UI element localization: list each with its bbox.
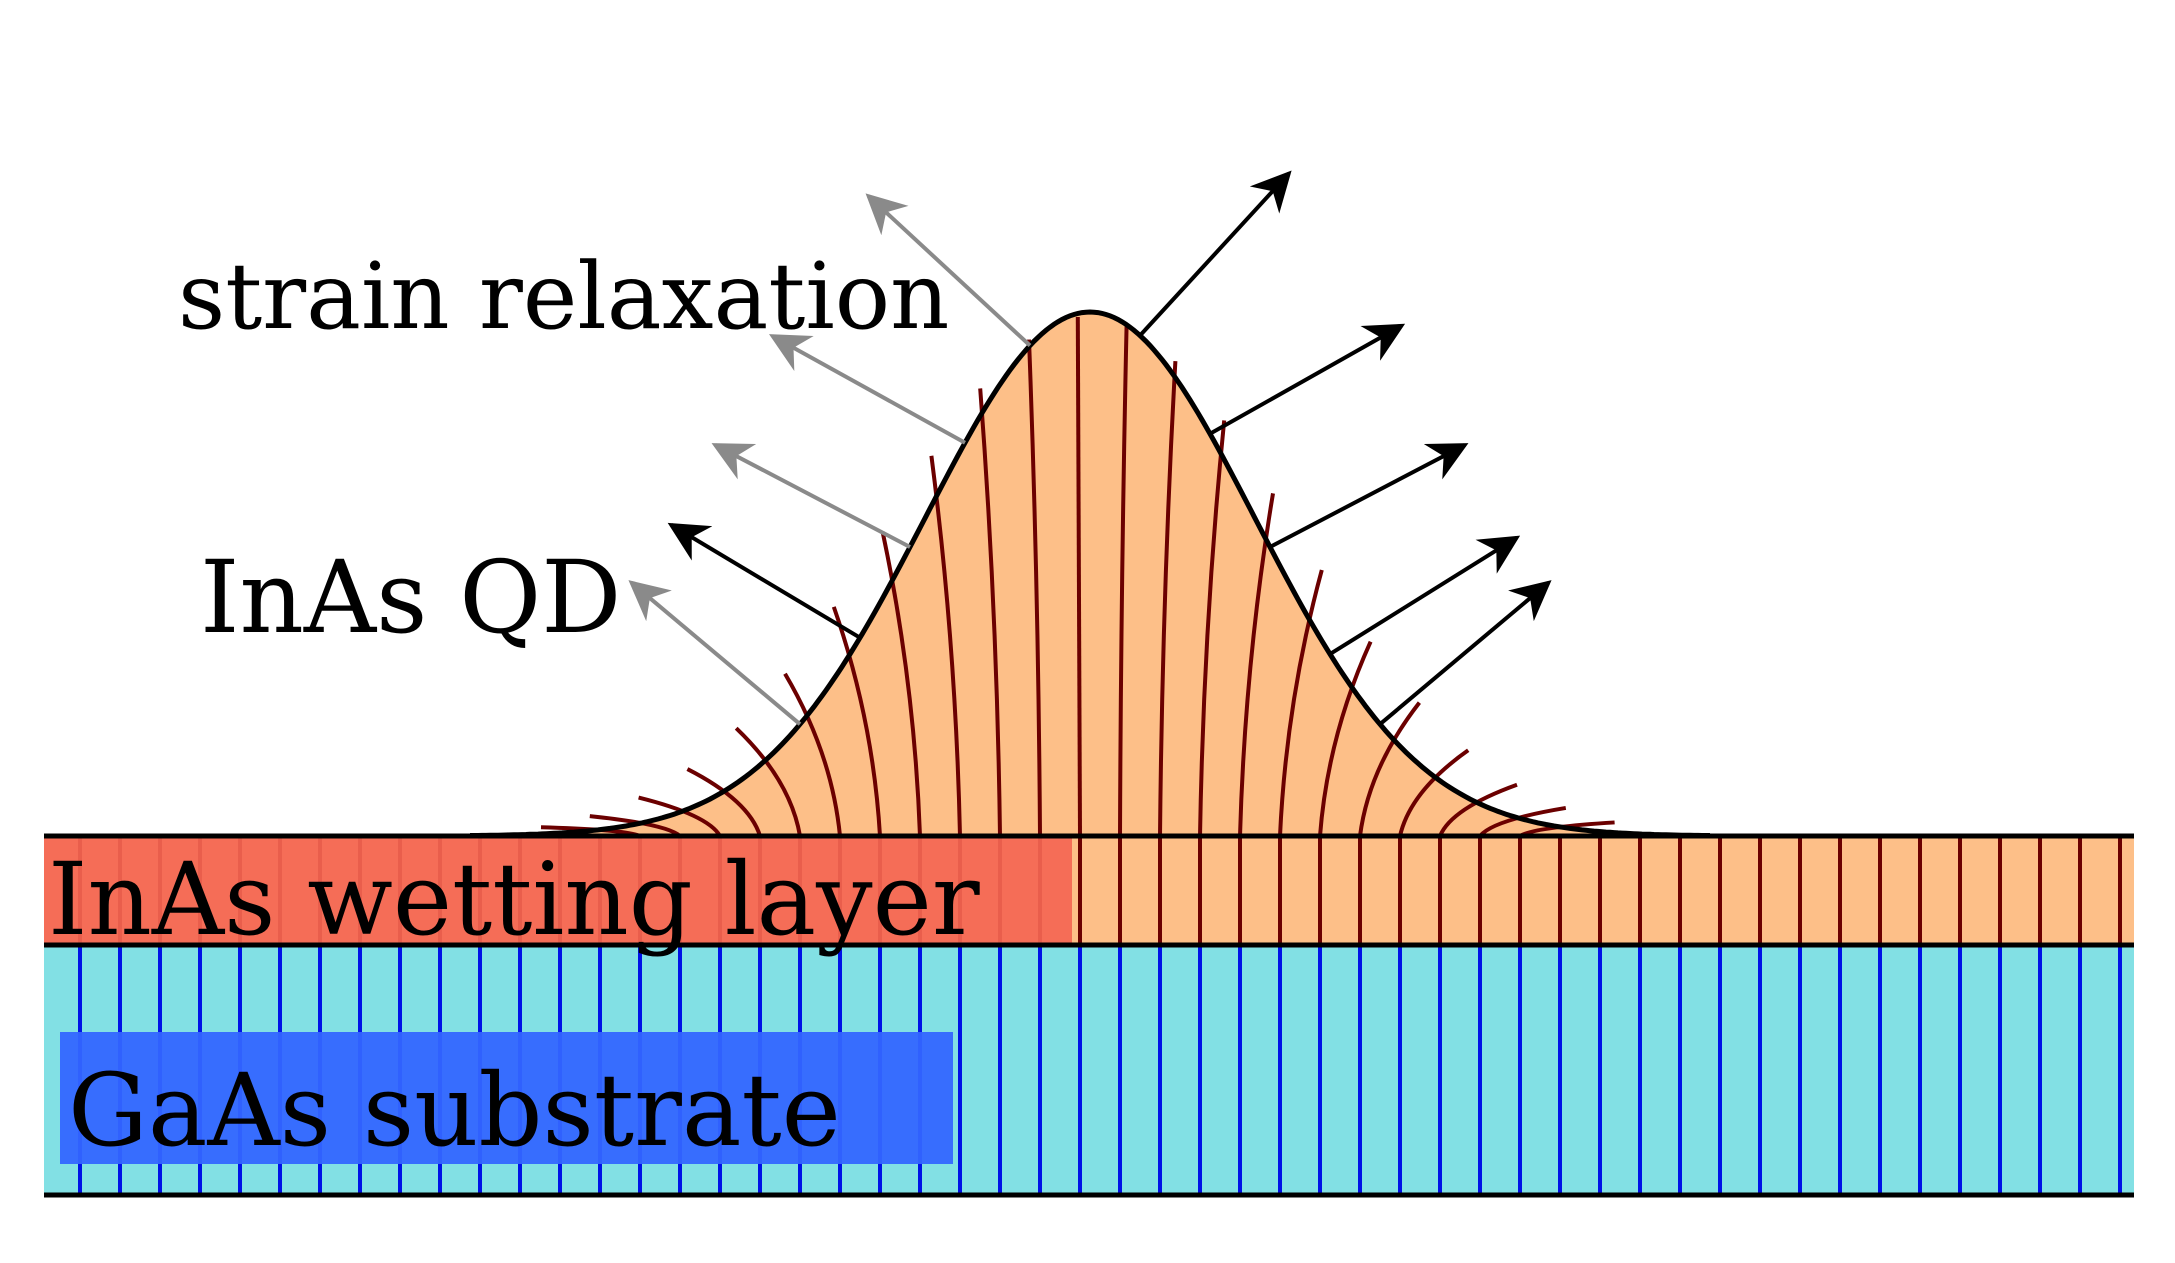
strain-arrow	[1269, 443, 1469, 549]
strain-arrow	[1328, 535, 1521, 656]
strain-arrow	[711, 443, 911, 549]
substrate-label-highlight	[60, 1032, 953, 1164]
strain-arrow	[865, 193, 1032, 347]
qd-lattice-lines	[540, 316, 1615, 838]
qd-lattice-line	[1358, 701, 1421, 837]
strain-arrow	[769, 334, 966, 445]
qd-lattice-line	[1438, 782, 1518, 837]
strain-arrow	[1378, 580, 1552, 726]
strain-relaxation-label: strain relaxation	[178, 243, 949, 350]
qd-lattice-line	[880, 531, 922, 837]
strain-arrow	[628, 580, 802, 726]
qd-lattice-line	[1478, 805, 1567, 838]
qd-lattice-line	[1398, 748, 1470, 837]
inas-qd-body	[470, 312, 1710, 836]
qd-lattice-line	[783, 672, 842, 837]
qd-lattice-line	[734, 726, 802, 837]
strain-arrow	[667, 522, 862, 640]
qd-lattice-line	[1027, 339, 1042, 837]
qd-lattice-line	[686, 767, 762, 837]
qd-lattice-line	[1198, 420, 1227, 837]
qd-lattice-line	[831, 606, 882, 837]
strain-arrow	[1138, 170, 1292, 337]
qd-lattice-line	[638, 795, 722, 838]
qd-lattice-line	[978, 388, 1002, 837]
qd-lattice-line	[1118, 324, 1129, 837]
inas-wetting-layer-label: InAs wetting layer	[48, 841, 980, 958]
qd-lattice-line	[1318, 640, 1373, 837]
strain-arrows	[628, 170, 1552, 726]
qd-outline	[470, 309, 1710, 838]
qd-lattice-line	[929, 455, 962, 837]
qd-lattice-line	[1075, 316, 1082, 837]
qd-lattice-line	[1278, 569, 1324, 837]
gaas-substrate-label: GaAs substrate	[68, 1052, 841, 1169]
wetting-layer-label-highlight	[44, 836, 1072, 943]
inas-qd-label: InAs QD	[200, 539, 621, 656]
qd-lattice-line	[1158, 360, 1178, 837]
strain-arrow	[1209, 323, 1406, 436]
